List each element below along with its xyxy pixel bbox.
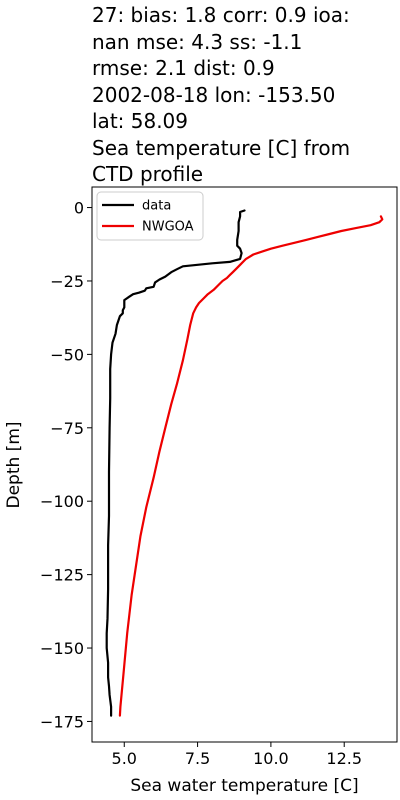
- y-tick-label: −100: [40, 492, 84, 511]
- y-tick-label: −175: [40, 712, 84, 731]
- y-tick-label: −150: [40, 639, 84, 658]
- y-tick-label: −50: [50, 345, 84, 364]
- y-axis-label: Depth [m]: [4, 421, 24, 508]
- title-line: nan mse: 4.3 ss: -1.1: [92, 29, 303, 54]
- legend-label-nwgoa: NWGOA: [142, 220, 194, 235]
- chart-title: 27: bias: 1.8 corr: 0.9 ioa: nan mse: 4.…: [92, 2, 398, 188]
- title-line: rmse: 2.1 dist: 0.9: [92, 56, 275, 80]
- x-axis: 5.0 7.5 10.0 12.5: [112, 742, 362, 768]
- x-tick-label: 10.0: [253, 749, 289, 768]
- title-line: Sea temperature [C] from: [92, 135, 351, 160]
- title-line: CTD profile: [92, 162, 204, 186]
- x-axis-label: Sea water temperature [C]: [130, 776, 358, 796]
- series-line-data: [105, 209, 246, 717]
- series-line-nwgoa: [118, 215, 384, 717]
- y-tick-label: −75: [50, 419, 84, 438]
- y-axis: 0 −25 −50 −75 −100 −125 −150 −175: [40, 199, 92, 731]
- title-line: 2002-08-18 lon: -153.50: [92, 82, 336, 107]
- legend-label-data: data: [142, 199, 171, 214]
- y-tick-label: −125: [40, 566, 84, 585]
- y-tick-label: −25: [50, 272, 84, 291]
- title-line: 27: bias: 1.8 corr: 0.9 ioa:: [92, 3, 350, 27]
- legend: data NWGOA: [96, 191, 204, 241]
- y-tick-label: 0: [74, 199, 84, 218]
- x-tick-label: 5.0: [112, 749, 137, 768]
- x-tick-label: 12.5: [326, 749, 362, 768]
- plot-frame: [91, 186, 398, 743]
- series-group: [105, 209, 384, 717]
- x-tick-label: 7.5: [185, 749, 210, 768]
- title-line: lat: 58.09: [92, 109, 189, 133]
